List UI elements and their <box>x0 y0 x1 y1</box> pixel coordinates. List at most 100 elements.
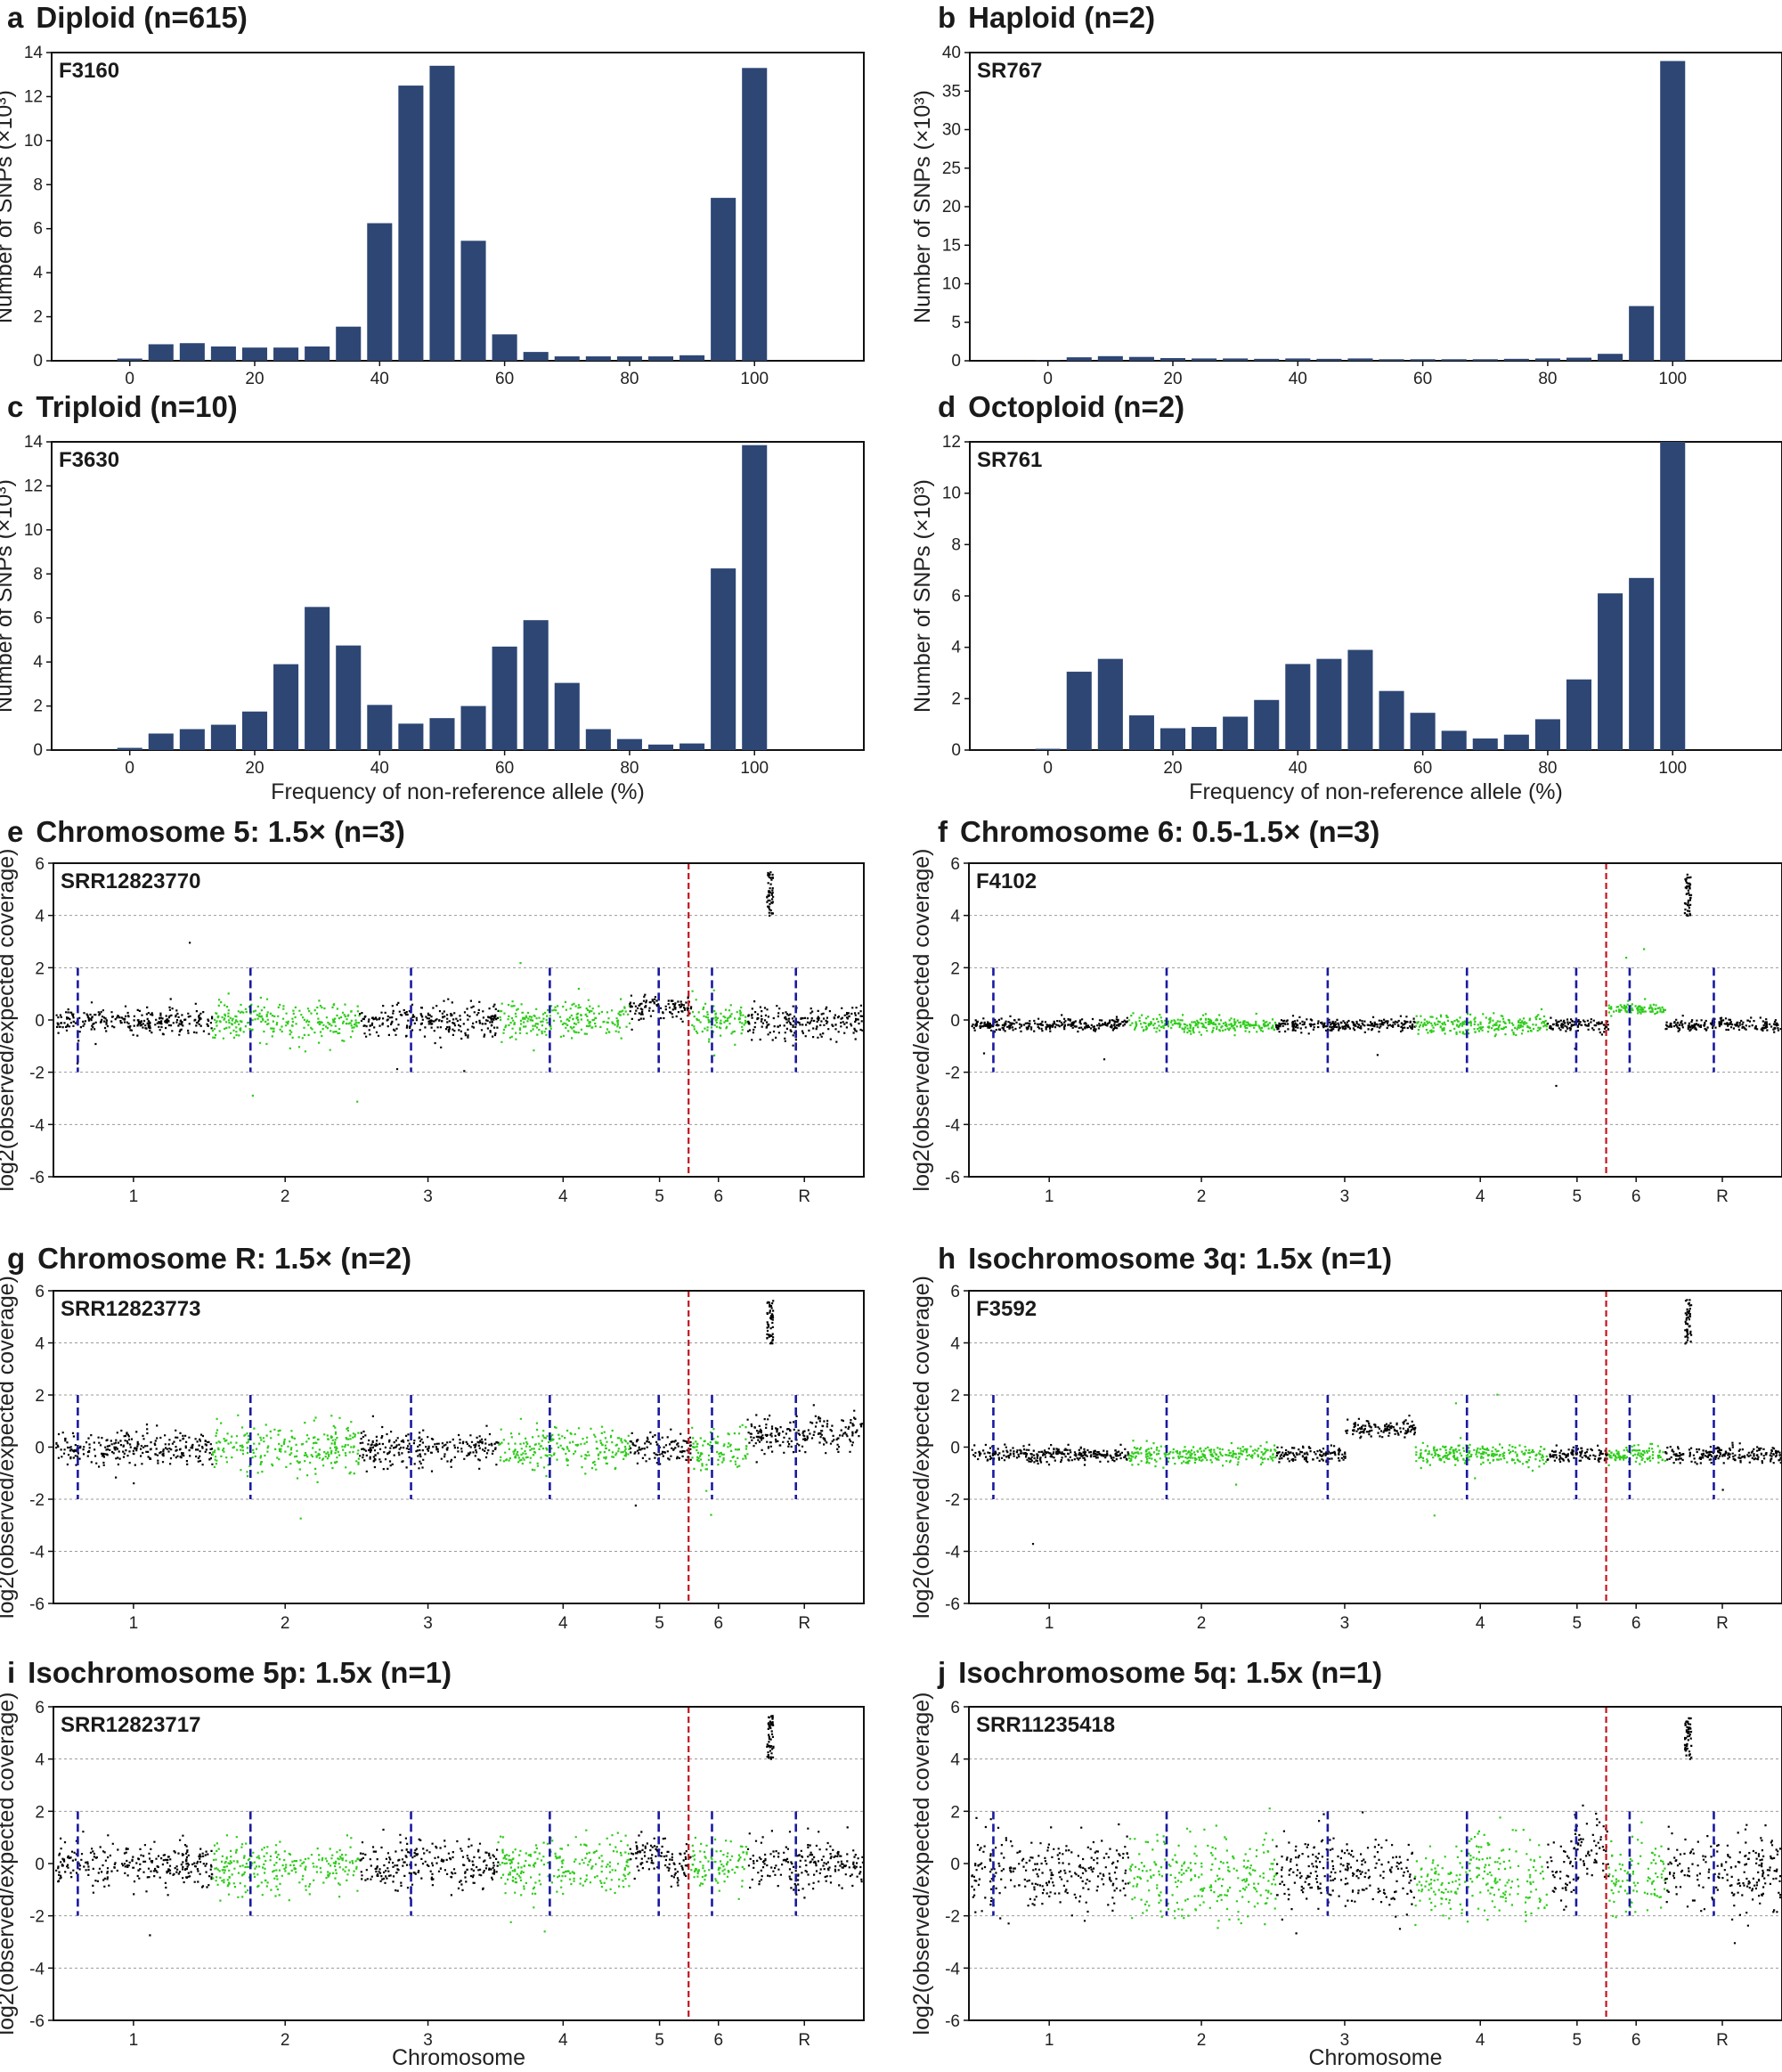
bar <box>523 620 549 750</box>
panel-title: e Chromosome 5: 1.5× (n=3) <box>7 815 405 848</box>
panel-title-text: Isochromosome 5p: 1.5x (n=1) <box>28 1656 452 1689</box>
chromosome-points-6 <box>1607 1821 1666 1919</box>
x-tick-label: 5 <box>1573 1614 1583 1633</box>
plot-frame <box>968 1706 1782 2021</box>
panel-title-text: Chromosome R: 1.5× (n=2) <box>37 1242 411 1275</box>
panel-g: g Chromosome R: 1.5× (n=2) SRR12823773 log2… <box>0 1242 865 1633</box>
panel-letter: b <box>938 1 956 34</box>
bar <box>210 346 236 361</box>
data-points <box>971 1299 1782 1546</box>
y-tick-label: -4 <box>29 1116 45 1135</box>
chromosome-points-1 <box>55 942 214 1065</box>
x-tick-label: R <box>798 2031 810 2050</box>
x-tick-label: 0 <box>1043 370 1053 388</box>
x-tick-label: 2 <box>281 1614 290 1633</box>
y-tick-label: 6 <box>950 855 960 874</box>
y-tick-label: 35 <box>942 82 961 101</box>
bar <box>616 356 642 361</box>
panel-letter: f <box>938 815 948 848</box>
x-tick-label: 3 <box>1340 1187 1350 1206</box>
x-tick-label: 4 <box>1476 1187 1485 1206</box>
y-tick-label: 14 <box>24 44 44 62</box>
y-tick-label: 4 <box>951 639 961 657</box>
x-tick-label: 60 <box>495 370 514 388</box>
y-tick-label: 2 <box>951 689 961 708</box>
bar <box>554 356 580 361</box>
panel-letter: h <box>938 1242 956 1275</box>
bar <box>616 738 642 750</box>
y-tick-label: 10 <box>24 521 43 540</box>
y-tick-label: -6 <box>945 2012 960 2031</box>
sample-label: F4102 <box>976 869 1037 893</box>
panel-title: d Octoploid (n=2) <box>938 390 1184 423</box>
bar <box>1192 727 1217 750</box>
panel-letter: d <box>938 390 956 423</box>
bar <box>1410 359 1436 361</box>
y-tick-label: 4 <box>35 1335 45 1354</box>
y-tick-label: 0 <box>951 741 961 760</box>
bar <box>1566 357 1592 361</box>
bar <box>398 723 424 750</box>
bar <box>1472 738 1498 750</box>
bar <box>1660 61 1686 361</box>
y-tick-label: 12 <box>942 433 961 452</box>
outlier-cluster <box>1684 1299 1693 1345</box>
y-tick-label: -4 <box>945 1116 960 1135</box>
y-tick-label: -6 <box>29 1169 45 1187</box>
bar <box>1035 748 1061 750</box>
bar <box>711 198 736 361</box>
data-points <box>55 871 864 1103</box>
x-tick-label: 40 <box>370 759 389 778</box>
y-axis-label: Number of SNPs (×10³) <box>910 479 935 713</box>
x-tick-label: 2 <box>1197 1187 1207 1206</box>
x-tick-label: 6 <box>1631 2031 1641 2050</box>
plot-frame <box>968 862 1782 1178</box>
panel-f: f Chromosome 6: 0.5-1.5× (n=3) F4102 log2(o… <box>909 815 1782 1206</box>
x-tick-label: 1 <box>1045 1614 1054 1633</box>
y-tick-label: -6 <box>29 2012 45 2031</box>
x-tick-label: 6 <box>713 1187 723 1206</box>
bar <box>1503 358 1529 361</box>
x-tick-label: 2 <box>281 2031 290 2050</box>
y-tick-label: 6 <box>950 1283 960 1301</box>
bar <box>336 326 362 361</box>
x-tick-label: 100 <box>740 759 769 778</box>
bar <box>1441 359 1467 361</box>
x-tick-label: R <box>798 1187 810 1206</box>
chromosome-points-2 <box>211 992 361 1103</box>
chromosome-points-4 <box>499 962 631 1052</box>
y-tick-label: 0 <box>950 1012 960 1031</box>
bar <box>1223 358 1249 361</box>
chromosome-points-R <box>1664 1823 1782 1945</box>
sample-label: F3630 <box>59 448 119 472</box>
x-tick-label: 60 <box>1413 759 1432 778</box>
x-tick-label: 3 <box>423 1614 433 1633</box>
panel-title-text: Chromosome 6: 0.5-1.5× (n=3) <box>960 815 1379 848</box>
bar <box>1629 577 1655 750</box>
plot-frame-top <box>968 1706 1782 2021</box>
x-tick-label: 20 <box>245 759 264 778</box>
y-tick-label: -4 <box>945 1960 960 1978</box>
x-axis-label: Chromosome <box>1308 2045 1442 2070</box>
chromosome-points-4 <box>1414 1816 1548 1927</box>
bar <box>305 607 330 750</box>
outlier-cluster <box>1683 873 1693 918</box>
chromosome-points-5 <box>1546 1444 1608 1463</box>
bar <box>273 347 299 361</box>
chromosome-points-5 <box>1546 1804 1610 1911</box>
panel-i: i Isochromosome 5p: 1.5x (n=1) SRR12823717… <box>0 1656 865 2070</box>
chromosome-points-R <box>1664 1015 1782 1033</box>
y-axis-label: Number of SNPs (×10³) <box>910 90 935 323</box>
x-axis-label: Frequency of non-reference allele (%) <box>271 779 645 804</box>
chromosome-points-1 <box>971 1816 1129 1925</box>
bar <box>1254 358 1280 361</box>
y-tick-label: 0 <box>951 352 961 371</box>
panel-letter: c <box>7 390 23 423</box>
x-tick-label: 100 <box>740 370 769 388</box>
x-tick-label: 1 <box>129 1187 139 1206</box>
chromosome-points-6 <box>691 989 748 1056</box>
outlier-cluster <box>1683 1717 1693 1760</box>
bar <box>554 682 580 750</box>
y-tick-label: 8 <box>33 175 43 194</box>
y-tick-label: 2 <box>950 959 960 978</box>
